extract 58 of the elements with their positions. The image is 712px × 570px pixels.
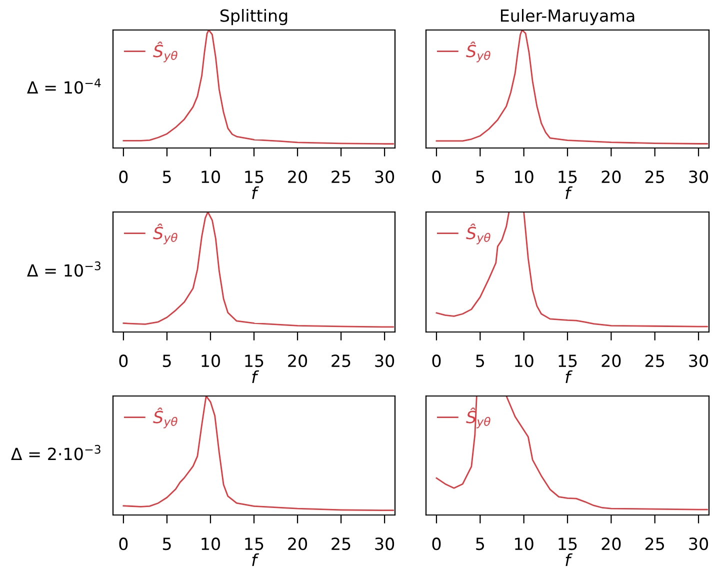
chart-title: Splitting: [220, 9, 288, 26]
legend-label: Ŝ$_{yθ}$: [153, 42, 178, 62]
x-tick-label: 0: [432, 354, 441, 368]
x-tick-label: 10: [202, 354, 220, 368]
legend-label: Ŝ$_{yθ}$: [153, 408, 178, 428]
x-tick-label: 15: [245, 170, 264, 184]
x-tick-label: 25: [332, 538, 350, 550]
x-tick-label: 20: [288, 354, 308, 368]
x-tick-label: 5: [476, 354, 484, 368]
legend-label: Ŝ$_{yθ}$: [466, 224, 490, 244]
x-axis-title: f: [566, 186, 573, 200]
legend-label: Ŝ$_{yθ}$: [466, 42, 490, 62]
x-tick-label: 20: [602, 170, 621, 184]
x-tick-label: 20: [602, 354, 621, 368]
x-tick-label: 15: [558, 354, 577, 368]
x-tick-label: 5: [162, 170, 171, 184]
x-tick-label: 25: [332, 354, 350, 368]
x-tick-label: 0: [119, 538, 128, 550]
x-tick-label: 30: [689, 354, 708, 368]
x-tick-label: 10: [515, 538, 534, 550]
x-axis-title: f: [566, 370, 573, 384]
x-tick-label: 25: [645, 354, 664, 368]
y-axis-title: Δ = 2·10$^{−3}$: [11, 444, 100, 460]
y-axis-title: Δ = 10$^{−3}$: [27, 261, 100, 277]
x-tick-label: 0: [432, 170, 441, 184]
x-tick-label: 25: [645, 538, 664, 550]
y-axis-title: Δ = 10$^{−4}$: [27, 78, 101, 94]
x-axis-title: f: [252, 553, 260, 566]
x-tick-label: 5: [476, 170, 484, 184]
x-tick-label: 10: [515, 170, 534, 184]
x-axis-title: f: [252, 370, 260, 384]
x-tick-label: 15: [245, 354, 264, 368]
x-tick-label: 25: [645, 170, 664, 184]
chart-title: Euler-Maruyama: [500, 9, 634, 26]
x-tick-label: 15: [558, 538, 577, 550]
x-tick-label: 30: [375, 354, 394, 368]
x-tick-label: 0: [432, 538, 441, 550]
x-tick-label: 30: [689, 170, 708, 184]
x-tick-label: 30: [375, 538, 394, 550]
x-tick-label: 25: [332, 170, 350, 184]
x-tick-label: 20: [288, 170, 308, 184]
x-tick-label: 5: [162, 354, 171, 368]
x-tick-label: 0: [119, 170, 128, 184]
x-tick-label: 10: [202, 538, 220, 550]
x-tick-label: 30: [375, 170, 394, 184]
x-axis-title: f: [566, 553, 573, 566]
x-tick-label: 5: [476, 538, 484, 550]
x-axis-title: f: [252, 186, 260, 200]
x-tick-label: 0: [119, 354, 128, 368]
x-tick-label: 20: [288, 538, 308, 550]
x-tick-label: 15: [558, 170, 577, 184]
legend-label: Ŝ$_{yθ}$: [153, 224, 178, 244]
x-tick-label: 20: [602, 538, 621, 550]
x-tick-label: 5: [162, 538, 171, 550]
x-tick-label: 15: [245, 538, 264, 550]
x-tick-label: 10: [202, 170, 220, 184]
x-tick-label: 30: [689, 538, 708, 550]
x-tick-label: 10: [515, 354, 534, 368]
